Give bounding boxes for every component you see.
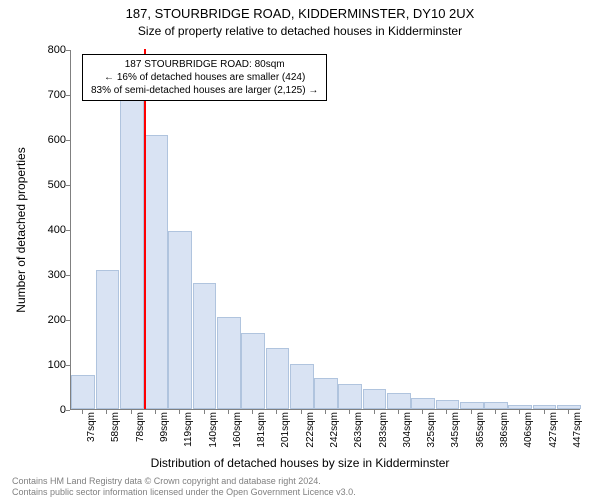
histogram-bar: [71, 375, 95, 409]
property-marker-line: [144, 49, 146, 409]
info-line-smaller: ← 16% of detached houses are smaller (42…: [91, 71, 318, 84]
x-tick-mark: [422, 410, 423, 414]
histogram-bar: [241, 333, 265, 410]
histogram-bar: [120, 76, 144, 409]
footer-line-2: Contains public sector information licen…: [12, 487, 356, 498]
x-tick-mark: [374, 410, 375, 414]
x-tick-label: 386sqm: [499, 412, 510, 452]
footer-line-1: Contains HM Land Registry data © Crown c…: [12, 476, 356, 487]
x-tick-label: 304sqm: [402, 412, 413, 452]
histogram-bar: [363, 389, 387, 409]
x-tick-label: 365sqm: [475, 412, 486, 452]
y-tick-mark: [66, 230, 70, 231]
x-tick-mark: [349, 410, 350, 414]
y-tick-label: 700: [26, 89, 66, 101]
footer-attribution: Contains HM Land Registry data © Crown c…: [12, 476, 356, 498]
x-tick-mark: [228, 410, 229, 414]
histogram-chart: [70, 50, 580, 410]
x-tick-mark: [398, 410, 399, 414]
info-line-larger: 83% of semi-detached houses are larger (…: [91, 84, 318, 97]
x-tick-label: 78sqm: [135, 412, 146, 452]
x-tick-label: 99sqm: [159, 412, 170, 452]
x-tick-label: 283sqm: [378, 412, 389, 452]
chart-container: 187, STOURBRIDGE ROAD, KIDDERMINSTER, DY…: [0, 0, 600, 500]
x-tick-label: 447sqm: [572, 412, 583, 452]
histogram-bar: [290, 364, 314, 409]
y-tick-label: 800: [26, 44, 66, 56]
y-tick-label: 0: [26, 404, 66, 416]
x-tick-mark: [446, 410, 447, 414]
y-tick-mark: [66, 185, 70, 186]
x-tick-label: 406sqm: [523, 412, 534, 452]
histogram-bar: [387, 393, 411, 409]
x-axis-label: Distribution of detached houses by size …: [0, 456, 600, 470]
x-tick-mark: [106, 410, 107, 414]
x-tick-label: 325sqm: [426, 412, 437, 452]
histogram-bar: [144, 135, 168, 410]
y-tick-mark: [66, 365, 70, 366]
x-tick-mark: [568, 410, 569, 414]
x-tick-label: 58sqm: [110, 412, 121, 452]
y-tick-label: 600: [26, 134, 66, 146]
histogram-bar: [96, 270, 120, 410]
histogram-bar: [436, 400, 460, 409]
x-tick-mark: [252, 410, 253, 414]
y-tick-label: 300: [26, 269, 66, 281]
x-tick-mark: [155, 410, 156, 414]
x-tick-label: 140sqm: [208, 412, 219, 452]
y-tick-label: 100: [26, 359, 66, 371]
histogram-bar: [460, 402, 484, 409]
histogram-bar: [266, 348, 290, 409]
x-tick-mark: [301, 410, 302, 414]
page-subtitle: Size of property relative to detached ho…: [0, 24, 600, 38]
x-tick-label: 263sqm: [353, 412, 364, 452]
x-tick-label: 222sqm: [305, 412, 316, 452]
histogram-bar: [168, 231, 192, 409]
x-tick-label: 181sqm: [256, 412, 267, 452]
x-tick-mark: [179, 410, 180, 414]
y-tick-mark: [66, 320, 70, 321]
histogram-bar: [508, 405, 532, 410]
histogram-bar: [557, 405, 581, 409]
y-tick-label: 200: [26, 314, 66, 326]
x-tick-label: 201sqm: [280, 412, 291, 452]
y-tick-mark: [66, 275, 70, 276]
x-tick-mark: [204, 410, 205, 414]
x-tick-label: 427sqm: [548, 412, 559, 452]
y-tick-label: 400: [26, 224, 66, 236]
info-line-size: 187 STOURBRIDGE ROAD: 80sqm: [91, 58, 318, 71]
x-tick-mark: [276, 410, 277, 414]
histogram-bar: [411, 398, 435, 409]
y-tick-mark: [66, 410, 70, 411]
x-tick-mark: [471, 410, 472, 414]
x-tick-mark: [131, 410, 132, 414]
y-tick-label: 500: [26, 179, 66, 191]
x-tick-label: 242sqm: [329, 412, 340, 452]
x-tick-label: 37sqm: [86, 412, 97, 452]
x-tick-mark: [519, 410, 520, 414]
histogram-bar: [338, 384, 362, 409]
y-tick-mark: [66, 140, 70, 141]
x-tick-mark: [544, 410, 545, 414]
page-title: 187, STOURBRIDGE ROAD, KIDDERMINSTER, DY…: [0, 6, 600, 21]
x-tick-label: 160sqm: [232, 412, 243, 452]
x-tick-mark: [325, 410, 326, 414]
x-tick-mark: [82, 410, 83, 414]
x-tick-mark: [495, 410, 496, 414]
histogram-bar: [533, 405, 557, 409]
x-tick-label: 119sqm: [183, 412, 194, 452]
histogram-bar: [484, 402, 508, 409]
property-info-box: 187 STOURBRIDGE ROAD: 80sqm ← 16% of det…: [82, 54, 327, 101]
x-tick-label: 345sqm: [450, 412, 461, 452]
histogram-bar: [217, 317, 241, 409]
histogram-bar: [314, 378, 338, 410]
histogram-bar: [193, 283, 217, 409]
y-tick-mark: [66, 95, 70, 96]
y-tick-mark: [66, 50, 70, 51]
